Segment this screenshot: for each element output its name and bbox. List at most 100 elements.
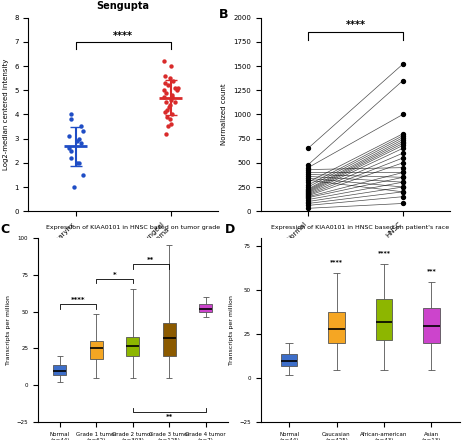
Text: ****: **** [377,250,391,255]
Point [172,84,179,92]
Title: Expression of KIAA0101 in HNSC based on tumor grade: Expression of KIAA0101 in HNSC based on … [46,225,220,230]
Point [304,161,312,168]
Point [399,179,407,186]
Bar [281,354,298,366]
Bar [423,308,439,343]
Text: ****: **** [113,31,133,40]
Point [399,179,407,186]
Point [304,191,312,198]
Point [161,108,169,115]
Point [164,123,172,130]
Point [399,159,407,166]
Point [304,145,312,152]
Point [304,175,312,182]
Point [161,79,168,86]
Point [164,82,172,89]
Point [73,159,81,166]
Point [399,77,407,84]
Point [168,94,176,101]
Point [304,187,312,194]
Y-axis label: Normalized count: Normalized count [221,84,228,145]
Point [399,169,407,176]
Text: ****: **** [346,20,365,30]
Text: ***: *** [427,268,436,273]
Point [304,185,312,192]
Point [169,111,176,118]
Bar [375,299,392,340]
Point [164,113,171,120]
Y-axis label: Transcripts per million: Transcripts per million [6,295,11,365]
Text: *: * [113,272,116,278]
Point [79,128,87,135]
Point [304,196,312,203]
Point [304,194,312,201]
Point [65,145,73,152]
Bar [54,365,66,375]
Point [304,183,312,191]
Point [162,89,169,96]
Point [304,188,312,195]
Text: C: C [0,223,9,236]
Text: D: D [225,223,235,236]
Point [162,130,170,137]
Point [399,174,407,181]
Point [304,173,312,180]
Point [304,171,312,178]
Point [162,99,170,106]
Point [304,189,312,196]
Point [399,188,407,195]
Point [304,193,312,200]
Point [67,111,75,118]
Point [304,177,312,184]
Point [79,171,86,179]
Point [75,159,83,166]
Point [160,58,167,65]
Point [160,94,167,101]
Point [399,164,407,171]
Bar [328,312,345,343]
Point [75,135,83,142]
Point [399,188,407,195]
Bar [163,323,175,356]
Point [68,116,75,123]
Point [167,62,174,70]
Point [304,166,312,173]
Point [167,96,174,103]
Point [304,205,312,212]
Y-axis label: Log2-median centered intensity: Log2-median centered intensity [3,59,9,170]
Point [399,169,407,176]
Point [399,193,407,200]
Point [399,150,407,157]
Point [399,132,407,139]
Point [161,72,169,79]
Point [304,192,312,199]
Point [304,169,312,176]
Bar [199,304,212,312]
Point [67,154,74,161]
Point [399,154,407,161]
Point [73,137,81,144]
Point [165,104,173,111]
Point [164,106,171,113]
Point [166,116,173,123]
Point [304,202,312,209]
Point [304,164,312,171]
Text: ****: **** [330,259,343,264]
Bar [127,337,139,356]
Point [399,145,407,152]
Point [399,61,407,68]
Point [167,121,175,128]
Point [173,87,181,94]
Title: Expression of KIAA0101 in HNSC based on patient's race: Expression of KIAA0101 in HNSC based on … [271,225,449,230]
Point [304,187,312,194]
Point [77,123,85,130]
Point [399,200,407,207]
Text: **: ** [165,414,173,419]
Point [399,136,407,143]
Point [304,179,312,186]
Y-axis label: Transcripts per million: Transcripts per million [229,295,234,365]
Point [171,99,179,106]
Point [160,87,168,94]
Text: ****: **** [71,297,85,304]
Point [399,140,407,147]
